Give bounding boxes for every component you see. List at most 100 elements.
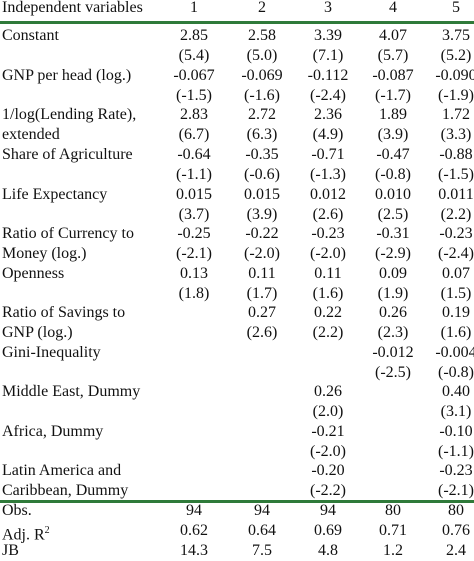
coefficient-cell: -0.35: [245, 146, 279, 163]
coefficient-cell: 4.07: [379, 27, 407, 44]
row-label: 1/log(Lending Rate),: [2, 106, 137, 123]
coefficient-cell: 3.75: [442, 27, 470, 44]
stat-cell: 0.69: [314, 522, 342, 539]
header-model-4: 4: [389, 0, 397, 16]
t-stat-cell: (6.7): [178, 126, 210, 143]
header-model-5: 5: [452, 0, 460, 16]
coefficient-cell: -0.012: [372, 344, 414, 361]
coefficient-cell: 0.40: [442, 383, 470, 400]
stat-cell: 94: [320, 502, 336, 519]
stat-cell: 1.2: [383, 542, 403, 559]
t-stat-cell: (-2.0): [244, 245, 280, 262]
t-stat-cell: (3.7): [178, 206, 210, 223]
row-label: Middle East, Dummy: [2, 383, 141, 400]
row-label: Money (log.): [2, 245, 87, 262]
t-stat-cell: (-1.9): [438, 87, 474, 104]
footer-rule: [0, 500, 474, 503]
stat-cell: 0.64: [248, 522, 276, 539]
t-stat-cell: (3.1): [440, 403, 472, 420]
t-stat-cell: (6.3): [246, 126, 278, 143]
t-stat-cell: (3.9): [377, 126, 409, 143]
coefficient-cell: 0.09: [379, 265, 407, 282]
coefficient-cell: -0.23: [439, 462, 473, 479]
coefficient-cell: 1.72: [442, 106, 470, 123]
stat-cell: 80: [385, 502, 401, 519]
superscript: 2: [44, 525, 50, 536]
header-model-2: 2: [258, 0, 266, 16]
stat-label: JB: [2, 542, 19, 559]
t-stat-cell: (1.6): [312, 285, 344, 302]
coefficient-cell: -0.20: [311, 462, 345, 479]
row-label: Ratio of Currency to: [2, 225, 134, 242]
coefficient-cell: -0.31: [376, 225, 410, 242]
t-stat-cell: (5.4): [178, 47, 210, 64]
row-label: Latin America and: [2, 462, 122, 479]
coefficient-cell: 0.19: [442, 304, 470, 321]
t-stat-cell: (-2.4): [310, 87, 346, 104]
coefficient-cell: 1.89: [379, 106, 407, 123]
stat-cell: 4.8: [318, 542, 338, 559]
coefficient-cell: 2.58: [248, 27, 276, 44]
t-stat-cell: (2.2): [312, 324, 344, 341]
row-label: Life Expectancy: [2, 186, 108, 203]
header-model-3: 3: [324, 0, 332, 16]
t-stat-cell: (1.8): [178, 285, 210, 302]
coefficient-cell: 0.26: [314, 383, 342, 400]
coefficient-cell: -0.23: [311, 225, 345, 242]
t-stat-cell: (-1.3): [310, 166, 346, 183]
t-stat-cell: (-2.4): [438, 245, 474, 262]
t-stat-cell: (-1.7): [375, 87, 411, 104]
t-stat-cell: (2.6): [246, 324, 278, 341]
stat-label: Obs.: [2, 502, 32, 519]
coefficient-cell: -0.10: [439, 423, 473, 440]
coefficient-cell: 0.11: [248, 265, 276, 282]
coefficient-cell: 0.012: [310, 186, 346, 203]
t-stat-cell: (4.9): [312, 126, 344, 143]
t-stat-cell: (3.9): [246, 206, 278, 223]
coefficient-cell: 0.22: [314, 304, 342, 321]
t-stat-cell: (2.5): [377, 206, 409, 223]
coefficient-cell: 0.07: [442, 265, 470, 282]
stat-label: Adj. R2: [2, 525, 50, 544]
row-label: Openness: [2, 265, 65, 282]
t-stat-cell: (1.9): [377, 285, 409, 302]
coefficient-cell: 0.27: [248, 304, 276, 321]
stat-cell: 14.3: [180, 542, 208, 559]
coefficient-cell: 0.015: [176, 186, 212, 203]
coefficient-cell: 0.13: [180, 265, 208, 282]
stat-cell: 80: [448, 502, 464, 519]
t-stat-cell: (5.0): [246, 47, 278, 64]
t-stat-cell: (-2.1): [438, 482, 474, 499]
stat-cell: 94: [254, 502, 270, 519]
stat-cell: 7.5: [252, 542, 272, 559]
stat-cell: 2.4: [446, 542, 466, 559]
coefficient-cell: -0.21: [311, 423, 345, 440]
coefficient-cell: -0.88: [439, 146, 473, 163]
t-stat-cell: (-2.5): [375, 364, 411, 381]
coefficient-cell: -0.087: [372, 67, 414, 84]
row-label: Constant: [2, 27, 59, 44]
coefficient-cell: 0.26: [379, 304, 407, 321]
t-stat-cell: (-0.8): [438, 364, 474, 381]
t-stat-cell: (-1.5): [438, 166, 474, 183]
coefficient-cell: 2.72: [248, 106, 276, 123]
header-variables: Independent variables: [2, 0, 143, 16]
row-label: extended: [2, 126, 60, 143]
row-label: GNP per head (log.): [2, 67, 132, 84]
coefficient-cell: -0.22: [245, 225, 279, 242]
t-stat-cell: (1.7): [246, 285, 278, 302]
row-label: Caribbean, Dummy: [2, 482, 129, 499]
coefficient-cell: -0.25: [177, 225, 211, 242]
coefficient-cell: -0.090: [435, 67, 474, 84]
coefficient-cell: -0.64: [177, 146, 211, 163]
row-label: Ratio of Savings to: [2, 304, 126, 321]
coefficient-cell: -0.47: [376, 146, 410, 163]
t-stat-cell: (-2.0): [310, 443, 346, 460]
t-stat-cell: (3.3): [440, 126, 472, 143]
row-label: Gini-Inequality: [2, 344, 101, 361]
stat-cell: 0.62: [180, 522, 208, 539]
t-stat-cell: (-2.0): [310, 245, 346, 262]
t-stat-cell: (1.5): [440, 285, 472, 302]
stat-cell: 0.76: [442, 522, 470, 539]
t-stat-cell: (-2.9): [375, 245, 411, 262]
